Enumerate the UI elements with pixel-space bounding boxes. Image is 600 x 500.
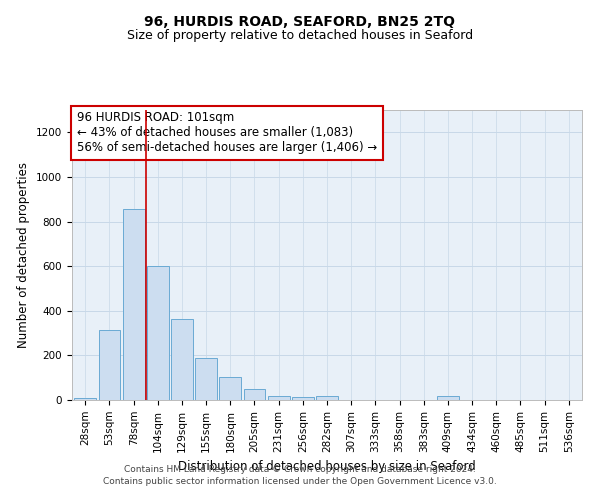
Text: 96, HURDIS ROAD, SEAFORD, BN25 2TQ: 96, HURDIS ROAD, SEAFORD, BN25 2TQ [145, 16, 455, 30]
Bar [268, 396, 290, 400]
Bar [171, 318, 193, 400]
Bar [292, 397, 314, 400]
Text: Contains HM Land Registry data © Crown copyright and database right 2024.: Contains HM Land Registry data © Crown c… [124, 466, 476, 474]
Bar [220, 376, 241, 400]
Y-axis label: Number of detached properties: Number of detached properties [17, 162, 31, 348]
Bar [244, 389, 265, 400]
Text: Contains public sector information licensed under the Open Government Licence v3: Contains public sector information licen… [103, 476, 497, 486]
X-axis label: Distribution of detached houses by size in Seaford: Distribution of detached houses by size … [178, 460, 476, 473]
Bar [98, 330, 121, 400]
Bar [74, 398, 96, 400]
Text: Size of property relative to detached houses in Seaford: Size of property relative to detached ho… [127, 28, 473, 42]
Bar [147, 266, 169, 400]
Bar [437, 396, 459, 400]
Bar [195, 358, 217, 400]
Bar [123, 210, 145, 400]
Bar [316, 396, 338, 400]
Text: 96 HURDIS ROAD: 101sqm
← 43% of detached houses are smaller (1,083)
56% of semi-: 96 HURDIS ROAD: 101sqm ← 43% of detached… [77, 112, 377, 154]
